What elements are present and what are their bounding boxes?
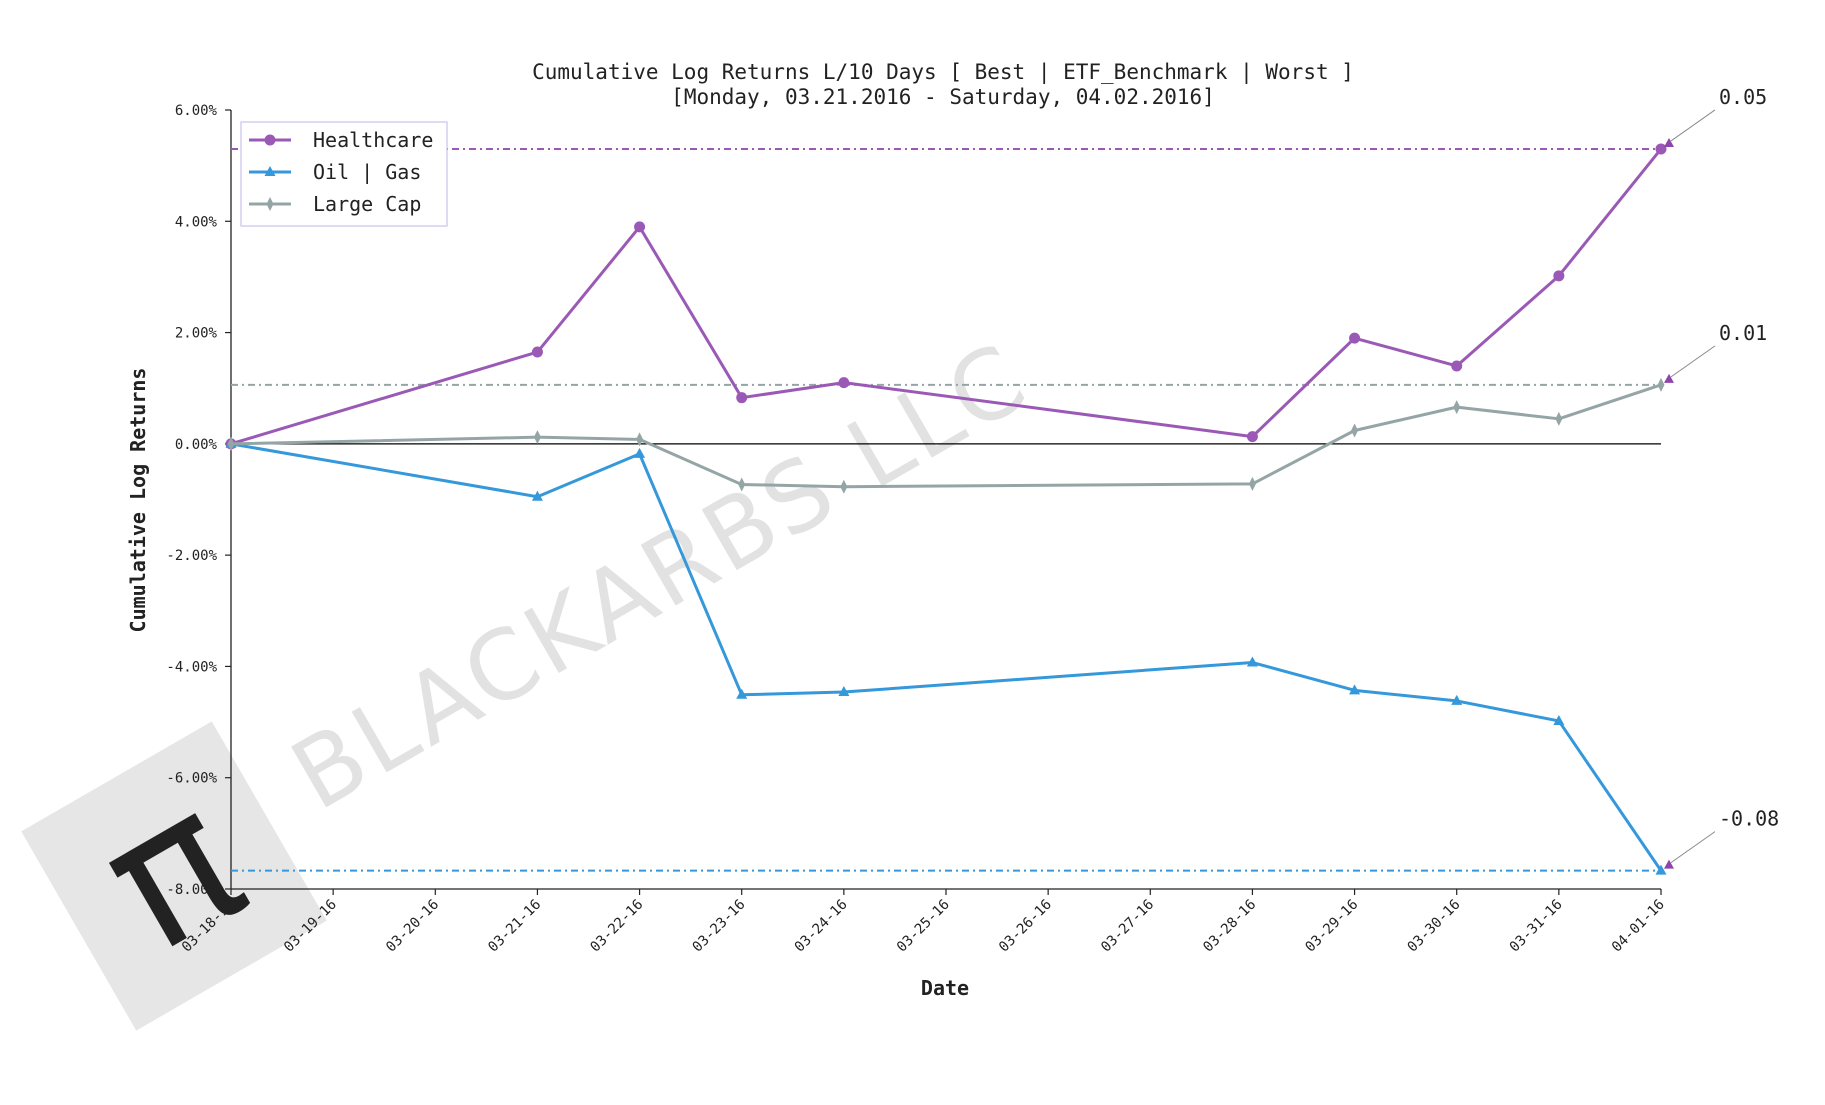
y-tick-label: 4.00% xyxy=(175,214,218,230)
data-point xyxy=(264,166,276,176)
x-tick-label: 03-22-16 xyxy=(587,897,646,956)
data-point xyxy=(838,686,850,697)
data-point xyxy=(838,377,850,389)
x-tick-label: 03-21-16 xyxy=(485,897,544,956)
data-point xyxy=(634,447,646,458)
annotation-leader xyxy=(1670,345,1716,378)
x-tick-label: 04-01-16 xyxy=(1609,897,1668,956)
legend-label: Healthcare xyxy=(313,128,433,152)
annotation-arrow-icon xyxy=(1664,373,1674,383)
y-tick-label: -8.00% xyxy=(166,882,217,898)
data-point xyxy=(1655,143,1667,155)
y-tick-label: -6.00% xyxy=(166,771,217,787)
series-line xyxy=(230,442,1663,872)
data-point xyxy=(1657,377,1665,392)
data-point xyxy=(634,221,646,233)
x-tick-label: 03-25-16 xyxy=(894,897,953,956)
data-point xyxy=(1451,360,1463,372)
series-line xyxy=(230,383,1662,489)
data-point xyxy=(1555,411,1563,426)
annotation-leader xyxy=(1670,831,1716,864)
data-point xyxy=(1553,270,1565,282)
x-tick-label: 03-26-16 xyxy=(996,897,1055,956)
data-point xyxy=(738,477,746,492)
data-point xyxy=(1655,864,1667,875)
legend-label: Large Cap xyxy=(313,192,421,216)
data-point xyxy=(266,197,274,211)
annotation-arrow-icon xyxy=(1664,859,1674,869)
end-value-label: 0.05 xyxy=(1719,85,1767,109)
x-tick-label: 03-27-16 xyxy=(1098,897,1157,956)
data-point xyxy=(533,430,541,445)
data-point xyxy=(1453,400,1461,415)
x-tick-label: 03-30-16 xyxy=(1405,897,1464,956)
data-point xyxy=(1246,656,1258,667)
data-point xyxy=(531,490,543,501)
x-tick-label: 03-28-16 xyxy=(1200,897,1259,956)
data-point xyxy=(1349,684,1361,695)
x-tick-label: 03-29-16 xyxy=(1302,897,1361,956)
data-point xyxy=(264,134,276,146)
end-value-label: 0.01 xyxy=(1719,321,1767,345)
data-point xyxy=(1246,431,1258,443)
legend-box xyxy=(240,121,448,227)
annotation-leader xyxy=(1670,109,1716,142)
chart-subtitle: [Monday, 03.21.2016 - Saturday, 04.02.20… xyxy=(671,85,1215,109)
y-tick-label: -4.00% xyxy=(166,659,217,675)
y-tick-label: 2.00% xyxy=(175,326,218,342)
x-tick-label: 03-20-16 xyxy=(383,897,442,956)
end-value-label: -0.08 xyxy=(1719,807,1779,831)
y-tick-label: 0.00% xyxy=(175,437,218,453)
annotation-arrow-icon xyxy=(1664,137,1674,147)
series-line xyxy=(230,148,1663,446)
data-point xyxy=(736,688,748,699)
data-point xyxy=(227,436,235,451)
data-point xyxy=(736,392,748,404)
data-point xyxy=(531,346,543,358)
watermark: π BLACKARBS LLC xyxy=(21,321,1046,1031)
x-tick-label: 03-23-16 xyxy=(690,897,749,956)
x-axis-label: Date xyxy=(921,976,969,1000)
y-tick-label: -2.00% xyxy=(166,548,217,564)
y-axis-label: Cumulative Log Returns xyxy=(126,368,150,633)
x-tick-label: 03-31-16 xyxy=(1507,897,1566,956)
y-tick-label: 6.00% xyxy=(175,103,218,119)
data-point xyxy=(840,479,848,494)
data-point xyxy=(1553,714,1565,725)
x-tick-label: 03-24-16 xyxy=(792,897,851,956)
data-point xyxy=(636,432,644,447)
chart-title: Cumulative Log Returns L/10 Days [ Best … xyxy=(532,60,1354,85)
data-point xyxy=(1248,476,1256,491)
watermark-logo-box xyxy=(21,721,327,1031)
legend-label: Oil | Gas xyxy=(313,160,421,184)
data-point xyxy=(1451,694,1463,705)
data-point xyxy=(1351,423,1359,438)
data-point xyxy=(1349,332,1361,344)
